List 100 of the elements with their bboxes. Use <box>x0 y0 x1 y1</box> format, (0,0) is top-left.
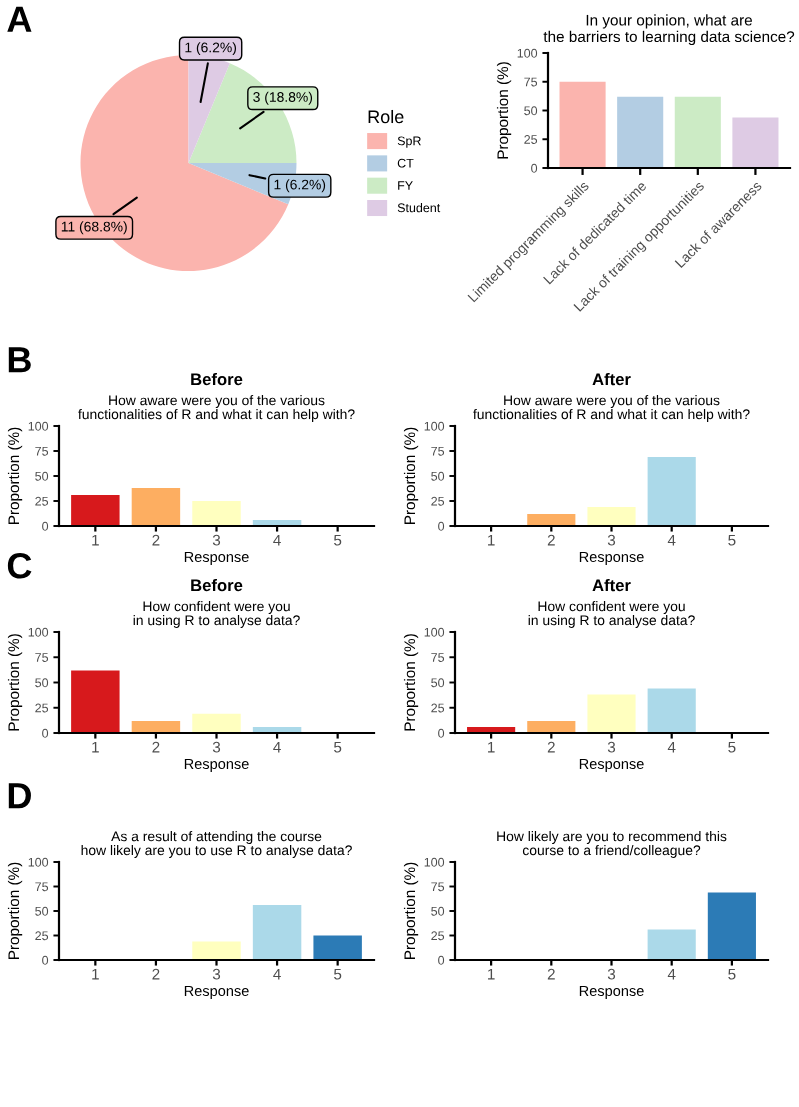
chart-subtitle: How confident were you in using R to analyse data? <box>133 601 300 628</box>
data-label: 1 (6.2%) <box>274 179 326 193</box>
bar <box>559 81 606 168</box>
x-tick-label: 5 <box>334 534 342 546</box>
x-tick-label: 5 <box>334 741 342 753</box>
x-axis-title: Response <box>579 551 644 565</box>
x-tick-label: 2 <box>547 741 555 753</box>
x-tick-label: 1 <box>92 741 99 753</box>
y-tick-label: 0 <box>42 521 49 531</box>
x-axis-title: Response <box>579 985 644 999</box>
bar <box>527 720 576 733</box>
x-tick-label: 2 <box>152 741 160 753</box>
chart-subtitle: How likely are you to recommend this course to a friend/colleague? <box>497 831 727 858</box>
x-tick-label: 5 <box>728 741 736 753</box>
x-axis-title: Response <box>184 551 249 565</box>
y-tick-label: 0 <box>438 955 445 965</box>
x-tick-label: 1 <box>488 968 495 980</box>
y-tick-label: 50 <box>35 906 49 916</box>
y-tick-label: 75 <box>35 882 49 892</box>
chart-title: Before <box>191 578 243 592</box>
x-tick-label: 3 <box>607 534 616 546</box>
y-axis-title: Proportion (%) <box>403 634 419 731</box>
bar <box>647 457 696 526</box>
x-tick-label: 3 <box>607 968 616 980</box>
y-tick-label: 100 <box>424 421 445 431</box>
x-tick-label: 4 <box>273 968 281 980</box>
bar <box>71 495 120 526</box>
x-axis-title: Response <box>184 758 249 772</box>
chart-subtitle: How aware were you of the various functionalities of R and what it can help with? <box>473 395 750 422</box>
y-tick-label: 75 <box>431 653 445 662</box>
y-tick-label: 100 <box>424 627 445 637</box>
y-tick-label: 0 <box>42 728 49 738</box>
chart-subtitle: How confident were you in using R to analyse data? <box>528 601 695 628</box>
y-axis-title: Proportion (%) <box>496 62 512 159</box>
chart-title: In your opinion, what are the barriers to learning data science? <box>543 14 795 46</box>
y-axis-title: Proportion (%) <box>7 634 23 731</box>
bar <box>313 935 362 960</box>
x-tick-label: 3 <box>212 741 221 753</box>
y-tick-label: 100 <box>28 857 49 867</box>
y-tick-label: 0 <box>438 728 445 738</box>
y-tick-label: 50 <box>431 906 445 916</box>
legend-label: FY <box>398 181 413 190</box>
bar <box>192 501 241 526</box>
x-tick-label: 1 <box>488 741 495 753</box>
y-tick-label: 100 <box>424 857 445 867</box>
legend-label: SpR <box>397 136 421 148</box>
y-tick-label: 75 <box>35 446 49 456</box>
bar <box>252 905 302 960</box>
x-tick-label: 3 <box>607 741 616 753</box>
text: D <box>8 783 31 809</box>
legend-label: Student <box>397 203 441 213</box>
bar <box>131 488 181 526</box>
y-tick-label: 100 <box>28 627 49 637</box>
y-tick-label: 25 <box>35 703 49 713</box>
text: C <box>7 552 32 579</box>
chart-title: After <box>592 578 631 592</box>
x-tick-label: 2 <box>152 534 160 546</box>
x-tick-label: 5 <box>728 968 736 980</box>
y-tick-label: 50 <box>35 678 49 688</box>
bar <box>71 670 120 733</box>
y-tick-label: 0 <box>438 521 445 531</box>
y-tick-label: 75 <box>524 77 538 87</box>
x-tick-label: 4 <box>667 968 676 980</box>
y-tick-label: 25 <box>524 135 538 144</box>
y-axis-title: Proportion (%) <box>7 862 23 959</box>
y-tick-label: 25 <box>431 931 445 941</box>
text: B <box>8 347 31 373</box>
legend-label: CT <box>397 158 414 168</box>
y-tick-label: 75 <box>431 882 445 892</box>
y-axis-title: Proportion (%) <box>7 427 23 524</box>
y-tick-label: 25 <box>431 703 445 713</box>
x-tick-label: 1 <box>92 968 99 980</box>
x-tick-label: 1 <box>92 534 99 546</box>
y-axis-title: Proportion (%) <box>403 862 419 959</box>
chart-subtitle: As a result of attending the course how likely are you to use R to analyse data? <box>81 831 352 858</box>
data-label: 1 (6.2%) <box>185 42 237 56</box>
text: A <box>7 6 32 32</box>
y-tick-label: 100 <box>517 48 538 58</box>
y-tick-label: 75 <box>431 446 445 456</box>
y-tick-label: 100 <box>28 421 49 431</box>
bar <box>527 514 576 526</box>
y-tick-label: 25 <box>35 931 49 941</box>
data-label: 3 (18.8%) <box>253 91 313 105</box>
y-tick-label: 0 <box>531 163 538 173</box>
bar <box>192 713 241 733</box>
bar <box>587 507 636 526</box>
x-tick-label: 4 <box>273 741 281 753</box>
bar <box>587 694 636 733</box>
y-tick-label: 75 <box>35 653 49 662</box>
y-tick-label: 25 <box>35 496 49 506</box>
x-tick-label: 3 <box>212 968 221 980</box>
bar <box>617 96 664 168</box>
chart-title: Before <box>191 372 243 386</box>
x-tick-label: 1 <box>488 534 495 546</box>
x-tick-label: 2 <box>152 968 160 980</box>
x-tick-label: 3 <box>212 534 221 546</box>
chart-subtitle: How aware were you of the various functionalities of R and what it can help with? <box>78 395 355 422</box>
y-axis-title: Proportion (%) <box>403 427 419 524</box>
x-tick-label: 2 <box>547 534 555 546</box>
data-label: 11 (68.8%) <box>61 221 127 235</box>
